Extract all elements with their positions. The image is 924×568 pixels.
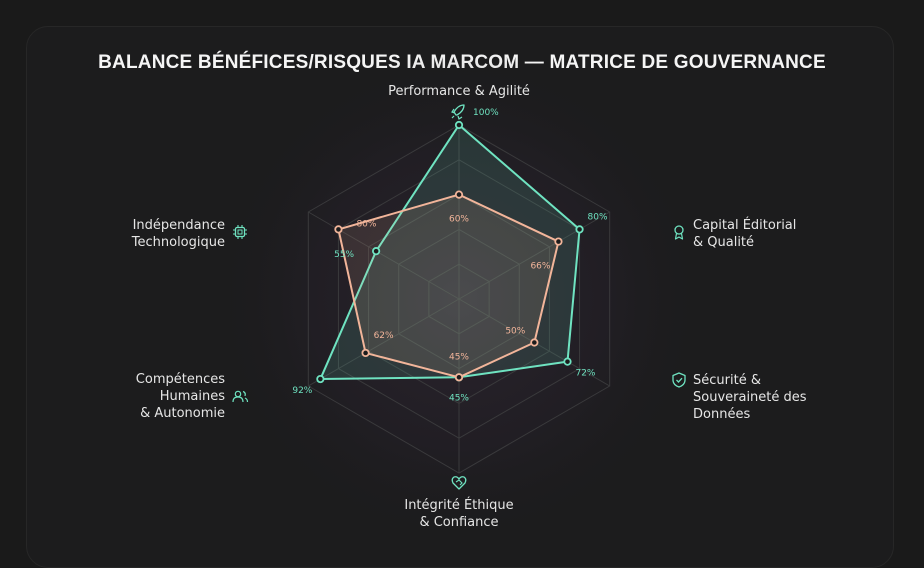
heart-outline [451, 476, 467, 490]
series-2-point [334, 225, 343, 234]
axis-label: Données [693, 407, 750, 422]
series-1-value-label: 72% [575, 369, 595, 379]
series-1-value-label: 45% [449, 393, 469, 403]
rocket-body [453, 104, 465, 116]
handshake-line [455, 479, 463, 486]
chip-core [237, 229, 243, 235]
series-2-value-label: 45% [449, 352, 469, 362]
radar-grid [307, 124, 611, 474]
chip-pins [233, 225, 247, 239]
series-2-point [554, 237, 563, 246]
award-medal [674, 225, 684, 235]
axis-label: Technologique [131, 235, 225, 250]
rocket-icon [451, 104, 465, 120]
radar-axis-labels: Performance & Agilité Capital Éditorial & … [131, 84, 807, 530]
axis-label: Performance & Agilité [388, 84, 530, 99]
grid-spoke [308, 298, 460, 387]
handshake-heart-icon [451, 476, 467, 490]
users-icon [232, 390, 249, 403]
series-2-point [361, 348, 370, 358]
rocket-flame [451, 115, 455, 119]
shield-outline [672, 372, 686, 388]
chip-icon [233, 225, 247, 239]
series-2-value-label: 80% [356, 219, 376, 229]
series-2-value-label: 62% [374, 331, 394, 341]
series-1-point [316, 374, 325, 384]
series-2-value-label: 66% [530, 262, 550, 272]
series-1-point [575, 225, 584, 234]
series-1-value-label: 80% [588, 212, 608, 222]
user-body [232, 396, 244, 403]
grid-spoke [308, 211, 460, 300]
axis-label: Compétences [136, 372, 225, 387]
axis-label: Intégrité Éthique [404, 497, 513, 513]
axis-label: Indépendance [133, 218, 225, 233]
chip-body [234, 226, 246, 238]
axis-label: & Qualité [693, 235, 754, 250]
user-secondary [242, 390, 249, 403]
shield-check-icon [672, 372, 686, 388]
rocket-fins [451, 108, 463, 120]
series-1-point [563, 357, 572, 366]
axis-label: & Confiance [419, 515, 498, 530]
series-2-point [454, 373, 464, 382]
radar-series: 100% 80% 72% 45% 92% 55% 60% 66% 50% 45% 62% 80% [292, 108, 608, 403]
axis-label: & Autonomie [140, 406, 225, 421]
series-1-value-label: 55% [334, 250, 354, 260]
axis-label: Souveraineté des [693, 390, 807, 405]
radar-chart: 100% 80% 72% 45% 92% 55% 60% 66% 50% 45% 62% 80% Pe… [131, 49, 807, 540]
series-1-point [372, 247, 381, 256]
series-2-point [530, 338, 539, 347]
series-2-value-label: 60% [449, 215, 469, 225]
series-2-point [454, 190, 464, 199]
axis-label: Capital Éditorial [693, 217, 796, 233]
series-1-value-label: 100% [473, 108, 499, 118]
shield-check [676, 377, 683, 383]
series-2-value-label: 50% [505, 327, 525, 337]
series-1-point [454, 120, 464, 130]
axis-label: Humaines [160, 389, 225, 404]
axis-label: Sécurité & [693, 373, 761, 388]
award-ribbon [674, 233, 684, 240]
award-icon [674, 225, 684, 240]
grid-spoke [458, 211, 610, 300]
series-1-value-label: 92% [292, 386, 312, 396]
